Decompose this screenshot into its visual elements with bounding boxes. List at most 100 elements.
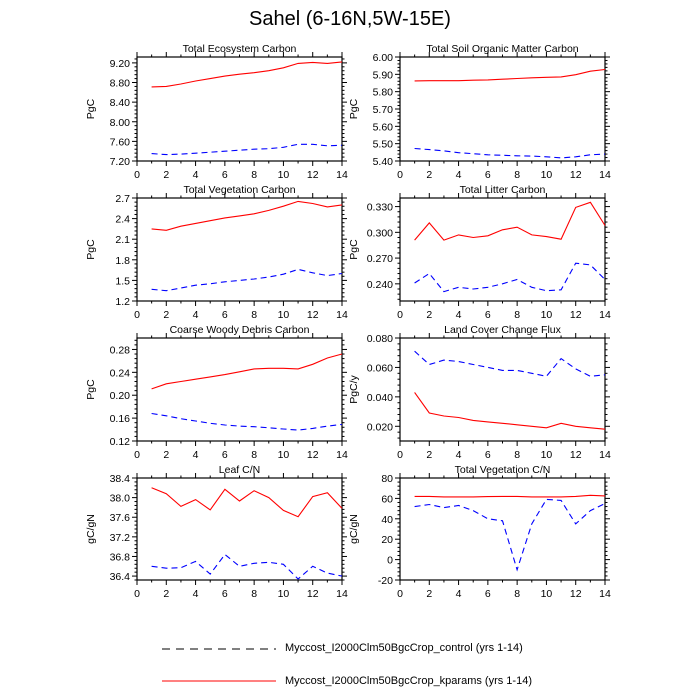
y-tick-label: 37.6	[110, 512, 131, 524]
y-tick-label: 20	[381, 534, 393, 546]
legend-label-kparams: Myccost_I2000Clm50BgcCrop_kparams (yrs 1…	[285, 675, 532, 687]
y-tick-label: 2.1	[115, 234, 130, 246]
y-tick-label: 0.300	[367, 227, 393, 239]
panel-title: Total Vegetation C/N	[455, 464, 551, 476]
x-tick-label: 8	[514, 588, 520, 600]
x-tick-label: 14	[336, 309, 348, 321]
x-tick-label: 8	[251, 309, 257, 321]
series-line-control	[151, 553, 343, 580]
x-tick-label: 12	[570, 449, 582, 461]
y-tick-label: 6.00	[373, 52, 394, 64]
x-tick-label: 2	[426, 588, 432, 600]
y-tick-label: 5.70	[373, 104, 394, 116]
plot-frame	[136, 337, 343, 442]
y-tick-label: 5.40	[373, 156, 394, 168]
y-axis-label: gC/gN	[348, 514, 360, 544]
panel-3: Total Vegetation Carbon 0 2 4 6 8 10 12 14 1.2 1.5…	[85, 184, 348, 321]
x-tick-label: 10	[278, 309, 290, 321]
y-tick-label: 40	[381, 514, 393, 526]
panel-title: Total Soil Organic Matter Carbon	[426, 43, 578, 55]
x-tick-label: 8	[514, 309, 520, 321]
y-tick-label: 38.0	[110, 493, 131, 505]
panel-title: Total Litter Carbon	[460, 184, 546, 196]
panel-8: Total Vegetation C/N 0 2 4 6 8 10 12 14 -20 0 20 40 6…	[348, 464, 611, 600]
y-tick-label: 5.50	[373, 139, 394, 151]
panel-6: Land Cover Change Flux 0 2 4 6 8 10 12 14 0.020 0.…	[348, 324, 611, 461]
x-tick-label: 6	[222, 588, 228, 600]
y-tick-label: 0.330	[367, 202, 393, 214]
x-tick-label: 12	[307, 169, 319, 181]
x-tick-label: 14	[599, 449, 611, 461]
panel-2: Total Soil Organic Matter Carbon 0 2 4 6 8 10 1…	[348, 43, 611, 181]
y-tick-label: 9.20	[110, 58, 131, 70]
x-tick-label: 2	[426, 449, 432, 461]
plot-frame	[136, 56, 343, 162]
y-tick-label: 37.2	[110, 532, 131, 544]
x-tick-label: 6	[222, 309, 228, 321]
y-tick-label: 0.240	[367, 279, 393, 291]
series-line-control	[414, 147, 606, 159]
y-tick-label: 2.7	[115, 193, 130, 205]
panel-title: Land Cover Change Flux	[444, 324, 561, 336]
panel-5: Coarse Woody Debris Carbon 0 2 4 6 8 10 12 14 0.1…	[85, 324, 348, 461]
x-tick-label: 14	[336, 588, 348, 600]
y-tick-label: 0.060	[367, 362, 393, 374]
x-tick-label: 14	[336, 169, 348, 181]
legend-label-control: Myccost_I2000Clm50BgcCrop_control (yrs 1…	[285, 642, 523, 654]
x-tick-label: 12	[570, 588, 582, 600]
y-tick-label: 1.2	[115, 296, 130, 308]
x-tick-label: 8	[514, 169, 520, 181]
y-tick-label: 5.60	[373, 121, 394, 133]
x-tick-label: 0	[134, 309, 140, 321]
series-line-control	[151, 268, 343, 292]
x-tick-label: 12	[307, 449, 319, 461]
x-tick-label: 8	[251, 588, 257, 600]
x-tick-label: 4	[456, 309, 462, 321]
y-tick-label: 0.28	[110, 344, 131, 356]
x-tick-label: 0	[134, 588, 140, 600]
x-tick-label: 8	[251, 449, 257, 461]
y-tick-label: 8.00	[110, 117, 131, 129]
figure-title: Sahel (6-16N,5W-15E)	[249, 8, 451, 30]
y-axis-label: gC/gN	[85, 514, 97, 544]
x-tick-label: 4	[193, 309, 199, 321]
x-tick-label: 10	[278, 588, 290, 600]
y-axis-label: PgC	[85, 379, 97, 400]
panel-title: Leaf C/N	[219, 464, 260, 476]
panel-title: Total Ecosystem Carbon	[183, 43, 297, 55]
y-tick-label: 7.60	[110, 136, 131, 148]
panel-title: Total Vegetation Carbon	[183, 184, 295, 196]
y-tick-label: 60	[381, 493, 393, 505]
x-tick-label: 2	[163, 309, 169, 321]
series-line-control	[414, 350, 606, 377]
y-tick-label: 0	[387, 555, 393, 567]
x-tick-label: 4	[456, 169, 462, 181]
y-tick-label: 5.80	[373, 87, 394, 99]
series-line-control	[414, 262, 606, 293]
x-tick-label: 12	[307, 309, 319, 321]
y-tick-label: 2.4	[115, 214, 130, 226]
series-line-kparams	[414, 392, 606, 430]
y-tick-label: -20	[378, 575, 393, 587]
series-line-kparams	[414, 68, 606, 82]
y-tick-label: 1.5	[115, 275, 130, 287]
x-tick-label: 2	[163, 588, 169, 600]
y-tick-label: 1.8	[115, 255, 130, 267]
series-line-control	[151, 412, 343, 431]
x-tick-label: 14	[336, 449, 348, 461]
x-tick-label: 12	[570, 169, 582, 181]
x-tick-label: 0	[397, 309, 403, 321]
panel-4: Total Litter Carbon 0 2 4 6 8 10 12 14 0.240 0.270…	[348, 184, 611, 321]
y-tick-label: 8.40	[110, 97, 131, 109]
y-tick-label: 0.040	[367, 392, 393, 404]
y-axis-label: PgC/y	[348, 374, 360, 403]
x-tick-label: 0	[134, 449, 140, 461]
y-tick-label: 5.90	[373, 69, 394, 81]
series-line-kparams	[151, 353, 343, 390]
x-tick-label: 4	[193, 449, 199, 461]
x-tick-label: 10	[541, 169, 553, 181]
x-tick-label: 6	[485, 449, 491, 461]
x-tick-label: 10	[541, 309, 553, 321]
y-tick-label: 0.24	[110, 367, 131, 379]
